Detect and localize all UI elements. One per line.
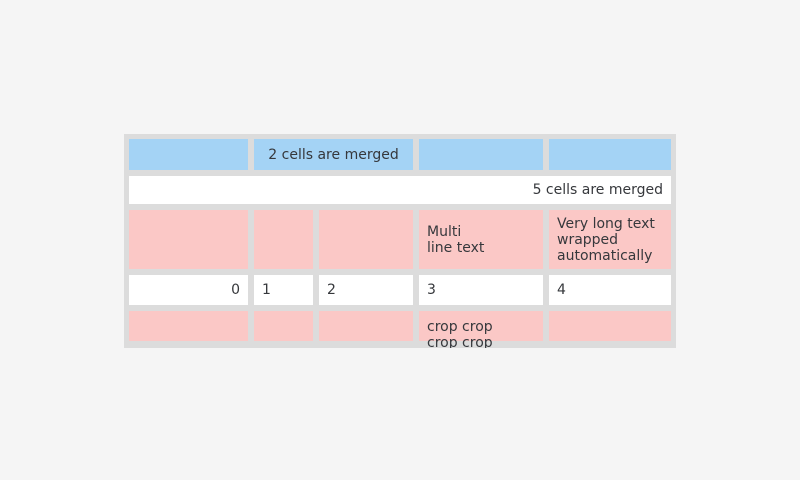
cell-text: 2: [327, 282, 336, 298]
cell-text: Very long text wrapped automatically: [557, 215, 655, 264]
table-cell-r4-c0[interactable]: [129, 311, 248, 341]
table-grid: 2 cells are merged 5 cells are merged Mult…: [129, 139, 671, 348]
cell-text: Multi line text: [427, 223, 485, 256]
table-cell-r0-c0[interactable]: [129, 139, 248, 170]
table-cell-r4-c1[interactable]: [254, 311, 313, 341]
table-cell-r4-c2[interactable]: [319, 311, 413, 341]
table-cell-r0-c3[interactable]: [549, 139, 671, 170]
table-cell-r2-c4[interactable]: Very long text wrapped automatically: [549, 210, 671, 269]
table-cell-r3-c3[interactable]: 3: [419, 275, 543, 305]
table-cell-r3-c0[interactable]: 0: [129, 275, 248, 305]
cell-text: 0: [231, 282, 240, 298]
table-cell-r4-c3[interactable]: crop crop crop crop: [419, 311, 543, 348]
table-cell-r1-c0[interactable]: 5 cells are merged: [129, 176, 671, 204]
table-cell-r2-c0[interactable]: [129, 210, 248, 269]
cell-text: 5 cells are merged: [532, 182, 663, 198]
table-cell-r2-c2[interactable]: [319, 210, 413, 269]
cell-text: 4: [557, 282, 566, 298]
table-widget[interactable]: 2 cells are merged 5 cells are merged Mult…: [124, 134, 676, 348]
table-cell-r3-c4[interactable]: 4: [549, 275, 671, 305]
table-cell-r2-c3[interactable]: Multi line text: [419, 210, 543, 269]
cell-text: 3: [427, 282, 436, 298]
cell-text: 2 cells are merged: [268, 146, 399, 163]
cell-text: 1: [262, 282, 271, 298]
table-cell-r0-c1[interactable]: 2 cells are merged: [254, 139, 413, 170]
table-cell-r2-c1[interactable]: [254, 210, 313, 269]
cell-text: crop crop crop crop: [427, 319, 493, 348]
table-cell-r0-c2[interactable]: [419, 139, 543, 170]
table-cell-r3-c1[interactable]: 1: [254, 275, 313, 305]
table-cell-r3-c2[interactable]: 2: [319, 275, 413, 305]
table-cell-r4-c4[interactable]: [549, 311, 671, 341]
